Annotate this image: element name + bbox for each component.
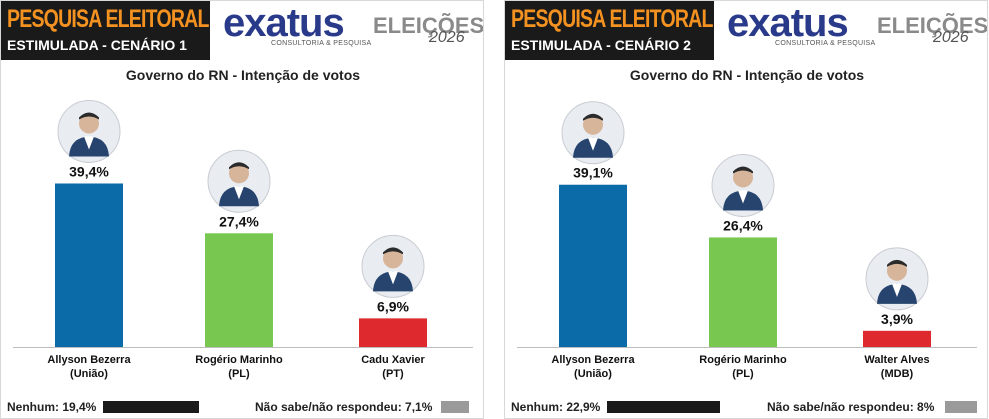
- bar-value-label-1: 27,4%: [219, 213, 259, 229]
- party-label-0: (União): [70, 368, 108, 380]
- header-banner: PESQUISA ELEITORAL ESTIMULADA - CENÁRIO …: [505, 1, 714, 60]
- party-label-2: (PT): [382, 368, 404, 380]
- bar-2: [863, 330, 931, 347]
- dontknow-bar: [441, 401, 470, 413]
- chart-panel-scenario-1: PESQUISA ELEITORAL ESTIMULADA - CENÁRIO …: [0, 0, 484, 419]
- bar-value-label-0: 39,4%: [69, 163, 109, 179]
- candidate-photo-1: [711, 153, 775, 217]
- logo-tagline: CONSULTORIA & PESQUISA: [775, 40, 876, 47]
- dontknow-label: Não sabe/não respondeu: 8%: [767, 400, 935, 414]
- category-label-2: Walter Alves: [864, 354, 929, 366]
- elections-year: 2026: [933, 29, 969, 46]
- logo-wordmark: exatus: [223, 1, 345, 45]
- bar-chart: 39,1% Allyson Bezerra (União) 26,4% Rogério …: [517, 101, 977, 380]
- exatus-logo: exatus CONSULTORIA & PESQUISA: [727, 1, 875, 51]
- party-label-0: (União): [574, 368, 612, 380]
- category-label-0: Allyson Bezerra: [47, 354, 131, 366]
- logo-tagline: CONSULTORIA & PESQUISA: [271, 40, 372, 47]
- chart-title: Governo do RN - Intenção de votos: [629, 67, 865, 83]
- candidate-photo-2: [361, 234, 425, 298]
- bar-1: [709, 237, 777, 347]
- none-bar: [103, 401, 200, 413]
- none-bar: [607, 401, 721, 413]
- bar-2: [359, 318, 427, 347]
- bar-value-label-1: 26,4%: [723, 217, 763, 233]
- bar-1: [205, 233, 273, 347]
- chart-footer: Nenhum: 19,4% Não sabe/não respondeu: 7,…: [1, 397, 483, 418]
- party-label-1: (PL): [732, 368, 754, 380]
- category-label-0: Allyson Bezerra: [551, 354, 635, 366]
- header-title: PESQUISA ELEITORAL: [7, 5, 209, 33]
- bar-value-label-2: 6,9%: [377, 298, 409, 314]
- header-subtitle: ESTIMULADA - CENÁRIO 1: [7, 37, 187, 53]
- header-title: PESQUISA ELEITORAL: [511, 5, 713, 33]
- dontknow-bar: [945, 401, 977, 413]
- dontknow-label: Não sabe/não respondeu: 7,1%: [255, 400, 433, 414]
- candidate-photo-2: [865, 247, 929, 311]
- exatus-logo: exatus CONSULTORIA & PESQUISA: [223, 1, 371, 51]
- header-subtitle: ESTIMULADA - CENÁRIO 2: [511, 37, 691, 53]
- logo-wordmark: exatus: [727, 1, 849, 45]
- elections-year: 2026: [429, 29, 465, 46]
- none-label: Nenhum: 22,9%: [511, 400, 601, 414]
- chart-title: Governo do RN - Intenção de votos: [125, 67, 361, 83]
- bar-0: [55, 183, 123, 347]
- candidate-photo-0: [57, 99, 121, 163]
- category-label-1: Rogério Marinho: [699, 354, 787, 366]
- bar-0: [559, 184, 627, 347]
- party-label-1: (PL): [228, 368, 250, 380]
- bar-chart: 39,4% Allyson Bezerra (União) 27,4% Rogério …: [13, 99, 473, 380]
- category-label-1: Rogério Marinho: [195, 354, 283, 366]
- candidate-photo-0: [561, 101, 625, 165]
- chart-panel-scenario-2: PESQUISA ELEITORAL ESTIMULADA - CENÁRIO …: [504, 0, 988, 419]
- header-banner: PESQUISA ELEITORAL ESTIMULADA - CENÁRIO …: [1, 1, 210, 60]
- bar-value-label-0: 39,1%: [573, 165, 613, 181]
- category-label-2: Cadu Xavier: [361, 354, 425, 366]
- bar-value-label-2: 3,9%: [881, 311, 913, 327]
- none-label: Nenhum: 19,4%: [7, 400, 97, 414]
- elections-label: ELEIÇÕES: [877, 13, 988, 38]
- chart-footer: Nenhum: 22,9% Não sabe/não respondeu: 8%: [505, 397, 987, 418]
- elections-label: ELEIÇÕES: [373, 13, 484, 38]
- candidate-photo-1: [207, 149, 271, 213]
- party-label-2: (MDB): [881, 368, 914, 380]
